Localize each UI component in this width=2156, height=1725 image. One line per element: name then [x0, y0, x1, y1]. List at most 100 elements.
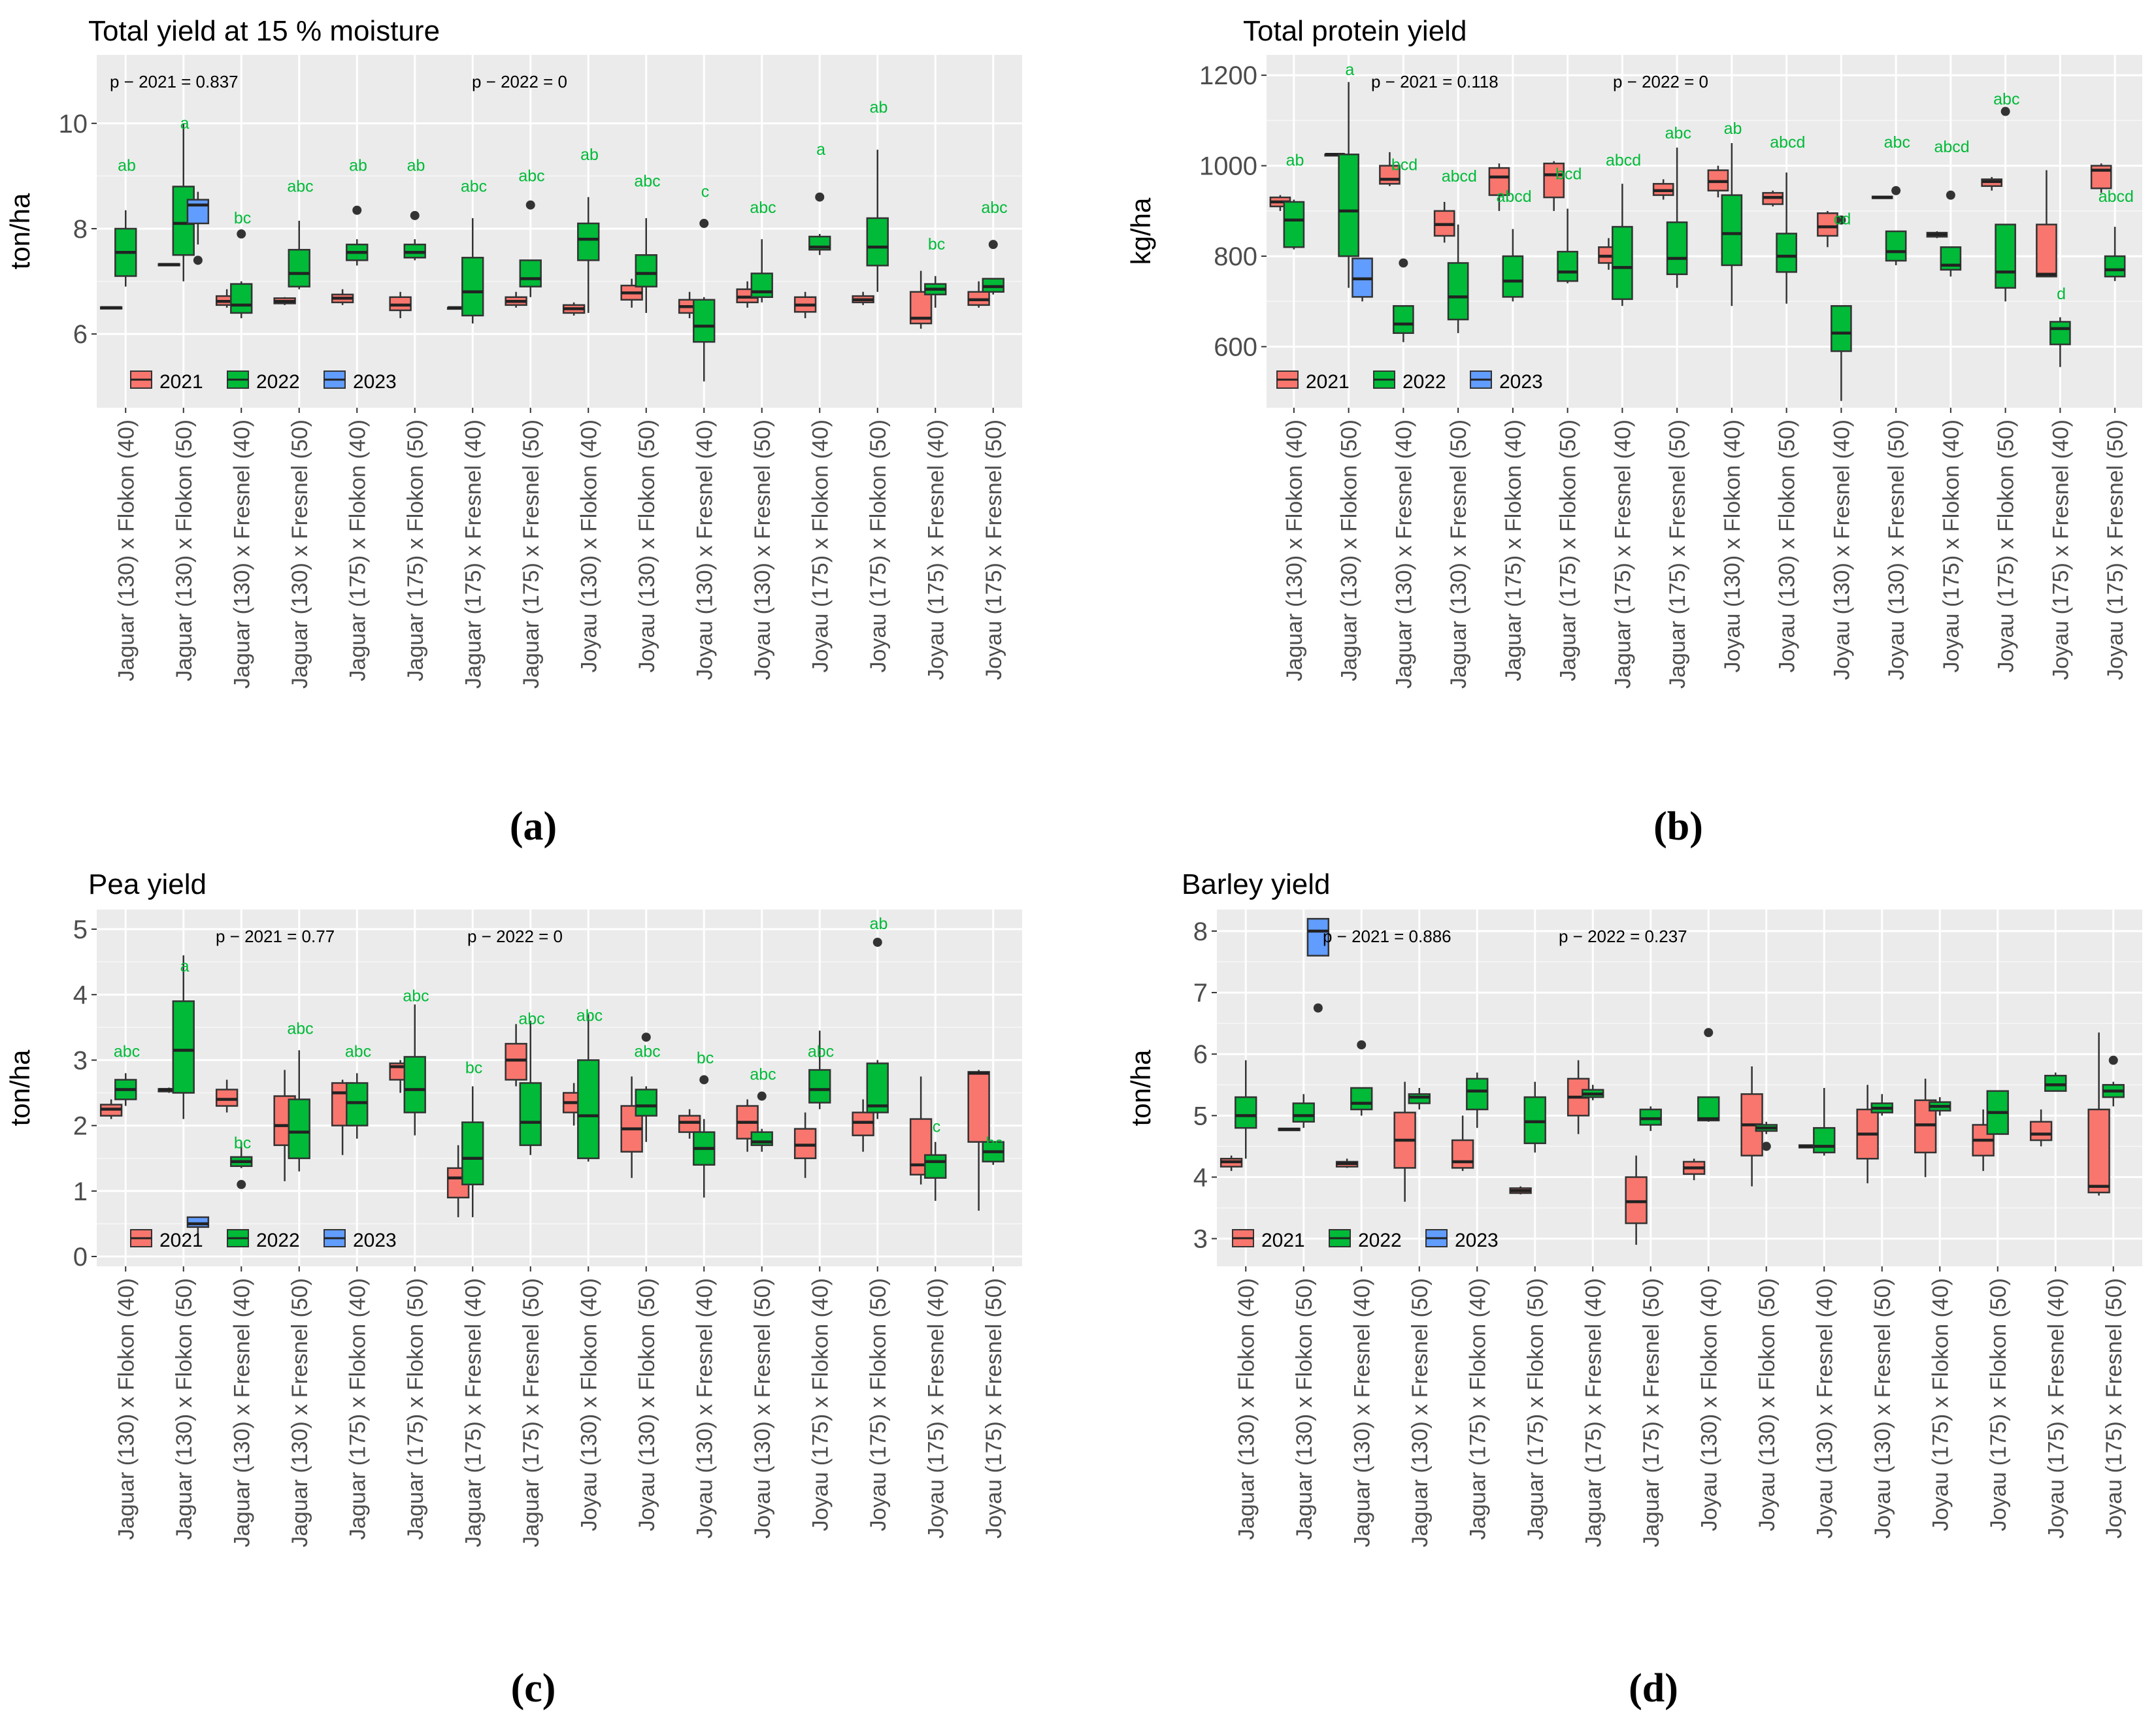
x-tick-label: Joyau (130) x Flokon (50) — [1755, 1278, 1780, 1531]
box-body — [186, 1216, 210, 1228]
y-axis-label: ton/ha — [5, 193, 35, 269]
x-tick-label: Jaguar (130) x Flokon (50) — [172, 1278, 197, 1540]
box-2022-15 — [982, 240, 1004, 295]
box-2021-13 — [852, 1099, 874, 1152]
box-2023-1 — [186, 1216, 210, 1234]
legend-label: 2023 — [1455, 1230, 1499, 1251]
box-body — [1451, 1139, 1474, 1169]
significance-letter: bc — [234, 209, 251, 227]
significance-letter: ab — [1286, 152, 1304, 170]
box-2022-9 — [1776, 172, 1797, 304]
legend-item-2023: 2023 — [323, 1229, 397, 1251]
box-body — [1543, 162, 1565, 199]
y-tick-label: 600 — [1214, 333, 1257, 362]
outlier-point — [699, 1075, 709, 1085]
x-tick-label: Joyau (175) x Flokon (50) — [866, 1278, 891, 1531]
x-tick-label: Joyau (175) x Flokon (40) — [808, 1278, 833, 1531]
x-tick-label: Joyau (175) x Fresnel (50) — [982, 419, 1006, 680]
x-tick-label: Joyau (175) x Flokon (40) — [1928, 1278, 1953, 1531]
x-tick-label: Jaguar (130) x Flokon (50) — [172, 419, 197, 682]
x-tick-label: Jaguar (130) x Fresnel (50) — [288, 1278, 312, 1547]
x-tick-label: Joyau (130) x Fresnel (40) — [692, 1278, 717, 1539]
box-2022-11 — [750, 239, 773, 303]
box-2023-1 — [1352, 257, 1373, 302]
y-tick-label: 1200 — [1199, 61, 1257, 90]
significance-letter: bc — [986, 1134, 1003, 1153]
p-value-2022: p − 2022 = 0 — [467, 927, 563, 946]
legend-item-2022: 2022 — [1329, 1229, 1402, 1251]
box-2022-9 — [635, 218, 657, 313]
box-2021-14 — [2036, 170, 2057, 278]
significance-letter: abcd — [1442, 167, 1477, 186]
box-body — [2036, 223, 2057, 278]
box-2022-6 — [461, 1086, 484, 1217]
significance-letter: abcd — [1606, 152, 1641, 170]
x-tick-label: Jaguar (175) x Fresnel (50) — [519, 1278, 544, 1547]
x-tick-label: Joyau (175) x Fresnel (40) — [2044, 1278, 2068, 1539]
significance-letter: abcd — [1934, 138, 1969, 156]
box-2021-8 — [1707, 165, 1729, 198]
significance-letter: abc — [750, 199, 776, 217]
box-2022-0 — [114, 1073, 137, 1106]
x-tick-label: Joyau (130) x Flokon (40) — [576, 1278, 601, 1531]
panel-caption: (d) — [1629, 1666, 1678, 1711]
outlier-point — [525, 200, 535, 210]
outlier-point — [2000, 107, 2010, 116]
panel-caption: (b) — [1653, 804, 1703, 849]
p-value-2022: p − 2022 = 0.237 — [1559, 927, 1687, 946]
p-value-2022: p − 2022 = 0 — [1613, 72, 1708, 91]
legend-label: 2023 — [353, 371, 397, 393]
box-2021-4 — [1488, 163, 1510, 211]
outlier-point — [1704, 1028, 1714, 1038]
box-2022-10 — [1831, 215, 1852, 401]
y-tick-label: 4 — [1193, 1164, 1208, 1192]
box-body — [967, 1071, 990, 1143]
box-body — [461, 1121, 484, 1186]
x-tick-label: Jaguar (175) x Flokon (50) — [1556, 419, 1581, 682]
y-axis-label: kg/ha — [1125, 197, 1156, 265]
box-2021-13 — [1981, 176, 2003, 191]
box-body — [1306, 917, 1330, 957]
significance-letter: ab — [407, 156, 425, 174]
legend-item-2021: 2021 — [130, 1229, 203, 1251]
significance-letter: abc — [1884, 133, 1910, 152]
box-body — [403, 1056, 426, 1113]
legend-item-2022: 2022 — [227, 1229, 300, 1251]
box-2022-4 — [346, 1073, 369, 1139]
x-tick-label: Jaguar (130) x Fresnel (50) — [288, 419, 312, 689]
p-value-2021: p − 2021 = 0.77 — [216, 927, 335, 946]
legend-item-2023: 2023 — [1425, 1229, 1499, 1251]
box-body — [1283, 201, 1305, 248]
x-tick-label: Joyau (130) x Fresnel (40) — [1829, 419, 1854, 680]
x-tick-label: Joyau (175) x Fresnel (50) — [2102, 1278, 2127, 1539]
p-value-2021: p − 2021 = 0.837 — [110, 72, 239, 91]
box-2022-8 — [1721, 143, 1743, 306]
box-2021-15 — [2087, 1032, 2110, 1196]
x-tick-label: Jaguar (175) x Fresnel (50) — [519, 419, 544, 689]
p-value-2021: p − 2021 = 0.886 — [1323, 927, 1451, 946]
x-tick-label: Jaguar (175) x Flokon (40) — [1501, 419, 1526, 682]
box-2021-8 — [562, 302, 586, 316]
significance-letter: abc — [576, 1006, 603, 1025]
box-2021-1 — [1278, 1127, 1301, 1132]
box-2021-12 — [793, 1112, 817, 1178]
significance-letter: ab — [1724, 120, 1742, 138]
significance-letter: abc — [345, 1042, 371, 1060]
box-2021-0 — [1219, 1155, 1243, 1172]
box-2022-15 — [2102, 1055, 2125, 1107]
significance-letter: abc — [518, 167, 544, 185]
box-body — [1466, 1077, 1489, 1111]
box-2021-10 — [1817, 210, 1838, 248]
significance-letter: ab — [349, 156, 367, 174]
box-body — [793, 1128, 817, 1159]
box-2021-13 — [852, 291, 874, 305]
significance-letter: bc — [465, 1059, 482, 1077]
legend-label: 2022 — [256, 1230, 300, 1251]
significance-letter: cd — [1834, 210, 1851, 229]
significance-letter: bcd — [1555, 165, 1582, 183]
y-tick-label: 4 — [73, 981, 88, 1010]
box-2021-7 — [1652, 179, 1674, 200]
box-2021-7 — [505, 1024, 527, 1087]
box-2022-5 — [403, 1004, 426, 1136]
